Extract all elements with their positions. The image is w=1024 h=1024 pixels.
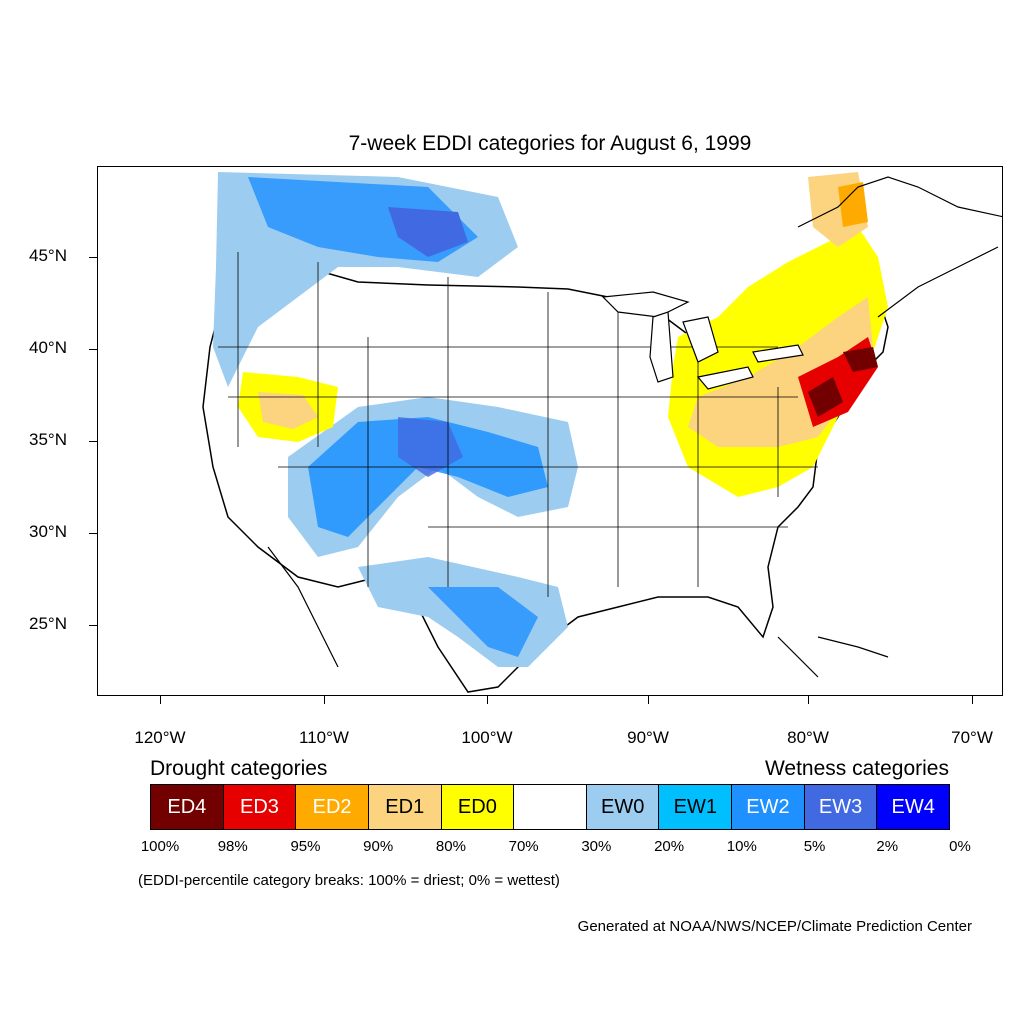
dry-region-maine <box>838 182 868 227</box>
lat-label-35: 35°N <box>29 430 67 449</box>
legend-box-ed3: ED3 <box>223 785 297 829</box>
legend-box-ed4: ED4 <box>151 785 224 829</box>
lon-tick <box>324 696 325 704</box>
lat-tick <box>89 625 97 626</box>
break-label: 80% <box>435 838 466 855</box>
break-label: 0% <box>949 838 971 855</box>
wet-region-texas-core <box>428 587 538 657</box>
break-label: 10% <box>726 838 757 855</box>
legend-box-ed1: ED1 <box>368 785 442 829</box>
coastline-outlines <box>267 176 1002 678</box>
legend-box-ew0: EW0 <box>586 785 660 829</box>
lat-tick <box>89 533 97 534</box>
lon-tick <box>487 696 488 704</box>
break-label: 95% <box>290 838 321 855</box>
category-breaks-note: (EDDI-percentile category breaks: 100% =… <box>138 872 560 889</box>
break-label: 20% <box>654 838 685 855</box>
break-label: 100% <box>140 838 180 855</box>
legend-box-ew4: EW4 <box>877 785 950 829</box>
break-label: 30% <box>581 838 612 855</box>
lon-label-80: 80°W <box>787 728 829 747</box>
lat-label-30: 30°N <box>29 522 67 541</box>
lon-label-100: 100°W <box>461 728 513 747</box>
credit-line: Generated at NOAA/NWS/NCEP/Climate Predi… <box>577 918 972 935</box>
break-label: 5% <box>803 838 826 855</box>
wet-region-southwest-core <box>398 417 463 477</box>
map-panel <box>97 166 1003 696</box>
legend-box-ew2: EW2 <box>732 785 805 829</box>
great-lakes <box>601 291 804 390</box>
legend-box-ew1: EW1 <box>659 785 733 829</box>
lon-label-110: 110°W <box>299 728 349 747</box>
break-label: 2% <box>876 838 899 855</box>
wetness-categories-title: Wetness categories <box>764 757 949 780</box>
lat-label-25: 25°N <box>29 614 67 633</box>
category-legend: ED4 ED3 ED2 ED1 ED0 EW0 EW1 EW2 EW3 EW4 <box>150 784 950 830</box>
latitude-axis: 45°N 40°N 35°N 30°N 25°N <box>0 166 97 696</box>
drought-categories-title: Drought categories <box>150 757 328 780</box>
lon-tick <box>972 696 973 704</box>
eddi-map <box>202 172 1002 693</box>
lon-label-120: 120°W <box>134 728 186 747</box>
lon-tick <box>160 696 161 704</box>
lon-label-70: 70°W <box>951 728 993 747</box>
lat-label-45: 45°N <box>29 246 67 265</box>
lat-tick <box>89 349 97 350</box>
map-title: 7-week EDDI categories for August 6, 199… <box>348 132 752 155</box>
lon-tick <box>648 696 649 704</box>
dry-region-nyc-d4 <box>843 347 878 372</box>
lon-tick <box>808 696 809 704</box>
lat-label-40: 40°N <box>29 338 67 357</box>
lat-tick <box>89 257 97 258</box>
lon-label-90: 90°W <box>627 728 669 747</box>
state-boundaries <box>218 252 818 597</box>
wet-region-north-core <box>388 207 468 257</box>
dry-region-midatlantic-d4 <box>808 377 843 417</box>
legend-box-ed0: ED0 <box>441 785 515 829</box>
lat-tick <box>89 441 97 442</box>
break-label: 98% <box>217 838 248 855</box>
legend-box-ed2: ED2 <box>296 785 369 829</box>
break-label: 90% <box>363 838 394 855</box>
legend-box-normal <box>514 785 587 829</box>
legend-box-ew3: EW3 <box>804 785 878 829</box>
break-label: 70% <box>508 838 539 855</box>
dry-region-great-basin-d1 <box>258 392 318 429</box>
